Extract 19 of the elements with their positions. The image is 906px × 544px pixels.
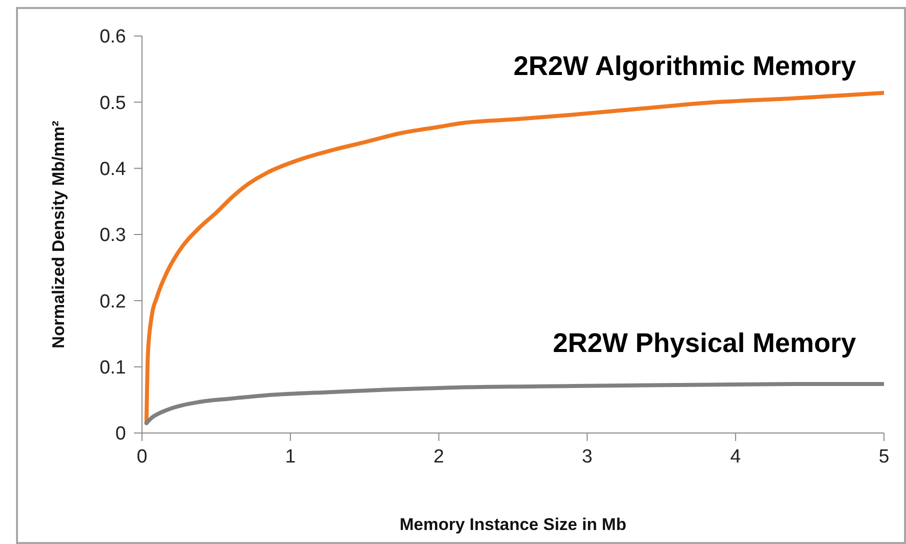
x-tick-label: 2 xyxy=(434,446,444,468)
y-axis-title: Normalized Density Mb/mm² xyxy=(49,120,68,348)
x-tick-label: 3 xyxy=(582,446,592,468)
x-tick-label: 1 xyxy=(285,446,296,468)
x-tick-label: 0 xyxy=(136,446,148,468)
y-tick-label: 0.1 xyxy=(100,358,126,379)
x-tick-label: 4 xyxy=(730,446,742,468)
y-tick-label: 0.6 xyxy=(100,26,126,48)
series-label: 2R2W Algorithmic Memory xyxy=(513,50,856,81)
series-label: 2R2W Physical Memory xyxy=(552,328,856,358)
line-series xyxy=(144,90,884,426)
x-axis-title: Memory Instance Size in Mb xyxy=(400,515,626,534)
line-series xyxy=(144,382,884,426)
y-tick-label: 0.5 xyxy=(100,92,126,114)
y-tick-label: 0 xyxy=(115,424,126,445)
x-tick-label: 5 xyxy=(878,446,890,468)
y-tick-label: 0.2 xyxy=(100,291,126,312)
y-tick-label: 0.3 xyxy=(100,225,126,246)
y-tick-label: 0.4 xyxy=(100,159,126,180)
